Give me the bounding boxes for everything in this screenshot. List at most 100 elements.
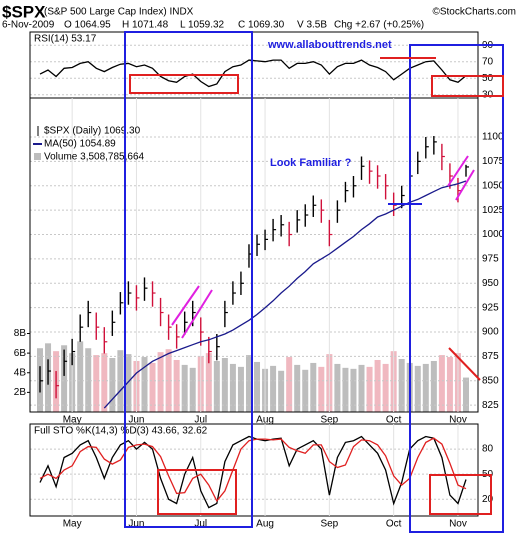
blue-box xyxy=(409,44,504,533)
volume-tick-label: 8B xyxy=(14,328,27,339)
quote: L 1059.32 xyxy=(180,20,225,31)
magenta-line xyxy=(447,155,469,187)
y-tick-label: 50 xyxy=(482,73,494,84)
magenta-line xyxy=(455,169,475,201)
x-tick-label: May xyxy=(63,415,82,426)
y-tick-label: 950 xyxy=(482,278,499,289)
panel-frame xyxy=(29,97,479,413)
annotation-text: Look Familiar ? xyxy=(270,157,352,169)
panel-frame xyxy=(29,423,479,517)
x-tick-label: Jul xyxy=(194,519,207,530)
quote: V 3.5B xyxy=(297,20,327,31)
y-tick-label: 975 xyxy=(482,254,499,265)
volume-bar xyxy=(189,367,196,412)
volume-bar xyxy=(342,367,349,412)
y-tick-label: 70 xyxy=(482,56,494,67)
volume-bar xyxy=(221,358,228,412)
volume-bar xyxy=(294,364,301,412)
volume-bar xyxy=(61,345,68,412)
volume-bar xyxy=(414,365,421,412)
y-tick-label: 1000 xyxy=(482,229,505,240)
volume-bar xyxy=(205,353,212,412)
volume-bar xyxy=(173,359,180,412)
volume-bar xyxy=(382,363,389,412)
volume-tick-label: 2B xyxy=(14,387,27,398)
panel-title: Full STO %K(14,3) %D(3) 43.66, 32.62 xyxy=(34,426,208,437)
y-tick-label: 1075 xyxy=(482,156,505,167)
volume-bar xyxy=(334,363,341,412)
volume-bar xyxy=(374,359,381,412)
x-tick-label: Nov xyxy=(449,519,467,530)
red-box xyxy=(429,474,492,515)
y-tick-label: 20 xyxy=(482,494,494,505)
y-tick-label: 925 xyxy=(482,302,499,313)
legend-label: Volume 3,508,785,664 xyxy=(44,152,145,163)
volume-bar xyxy=(463,377,469,412)
red-line xyxy=(448,347,481,381)
volume-bar xyxy=(77,341,84,412)
volume-bar xyxy=(270,365,277,412)
y-tick-label: 850 xyxy=(482,375,499,386)
x-tick-label: Jul xyxy=(194,415,207,426)
symbol: $SPX xyxy=(2,2,46,21)
volume-bar xyxy=(125,354,132,412)
panel-title: RSI(14) 53.17 xyxy=(34,34,97,45)
volume-bar xyxy=(165,349,172,412)
volume-bar xyxy=(93,355,100,412)
quote: O 1064.95 xyxy=(64,20,111,31)
volume-bar xyxy=(181,364,188,412)
annotation-text: www.allabouttrends.net xyxy=(267,39,392,51)
volume-bar xyxy=(302,369,309,412)
magenta-line xyxy=(171,285,200,326)
volume-bar xyxy=(430,360,437,412)
index-name: (S&P 500 Large Cap Index) INDX xyxy=(44,7,194,18)
copyright: ©StockCharts.com xyxy=(432,7,516,18)
x-tick-label: Aug xyxy=(256,415,274,426)
y-tick-label: 80 xyxy=(482,444,494,455)
date: 6-Nov-2009 xyxy=(2,20,55,31)
volume-bar xyxy=(366,366,373,412)
volume-bar xyxy=(157,352,164,412)
x-tick-label: May xyxy=(63,519,82,530)
magenta-line xyxy=(181,289,213,339)
x-tick-label: Oct xyxy=(386,519,402,530)
volume-bar xyxy=(85,348,92,412)
volume-bar xyxy=(278,370,285,412)
volume-bar xyxy=(117,350,124,412)
red-box xyxy=(431,75,504,97)
red-box xyxy=(157,469,237,515)
volume-bar xyxy=(438,355,445,412)
volume-tick-label: 4B xyxy=(14,367,27,378)
red-box xyxy=(129,74,239,94)
volume-bar xyxy=(318,366,325,412)
panel-title: $SPX (Daily) 1069.30 xyxy=(44,126,141,137)
volume-bar xyxy=(398,359,405,412)
volume-bar xyxy=(286,357,293,412)
x-tick-label: Jun xyxy=(128,519,144,530)
y-tick-label: 1050 xyxy=(482,180,505,191)
volume-tick-label: 6B xyxy=(14,348,27,359)
y-tick-label: 1025 xyxy=(482,205,505,216)
volume-bar xyxy=(229,363,236,412)
x-tick-label: Sep xyxy=(320,519,338,530)
volume-bar xyxy=(350,368,357,412)
legend-icon xyxy=(34,153,41,160)
volume-bar xyxy=(422,363,429,412)
volume-bar xyxy=(141,357,148,412)
volume-bar xyxy=(254,361,261,412)
quote: C 1069.30 xyxy=(238,20,285,31)
volume-bar xyxy=(149,362,156,412)
annotations xyxy=(124,31,504,533)
x-tick-label: Sep xyxy=(320,415,338,426)
volume-bar xyxy=(101,353,108,412)
x-tick-label: Jun xyxy=(128,415,144,426)
volume-bar xyxy=(245,355,252,412)
legend-label: MA(50) 1054.89 xyxy=(44,139,116,150)
y-tick-label: 825 xyxy=(482,400,499,411)
volume-bar xyxy=(446,357,453,412)
volume-bar xyxy=(358,364,365,412)
y-tick-label: 1100 xyxy=(482,132,504,143)
